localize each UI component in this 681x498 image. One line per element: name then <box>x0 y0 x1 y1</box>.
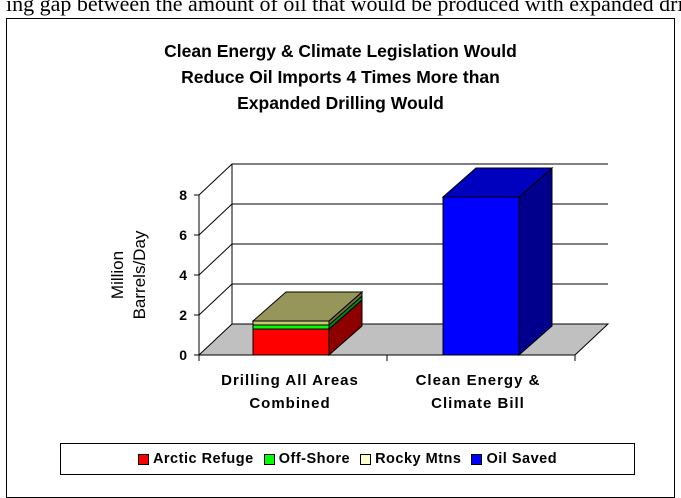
legend-item: Arctic Refuge <box>137 451 254 467</box>
x-category-label: Drilling All Areas <box>221 372 359 389</box>
bar-segment-side <box>518 166 553 357</box>
y-tick-label: 2 <box>179 307 187 323</box>
y-tick-label: 4 <box>179 267 187 283</box>
legend-swatch <box>137 453 149 465</box>
y-tick-label: 6 <box>179 227 187 243</box>
x-category-label: Clean Energy & <box>416 372 541 389</box>
chart-title-line: Reduce Oil Imports 4 Times More than <box>181 67 500 87</box>
legend-label: Arctic Refuge <box>152 451 254 467</box>
x-category-label: Climate Bill <box>431 395 525 412</box>
legend-item: Oil Saved <box>471 451 557 467</box>
gridline-side <box>198 283 233 316</box>
y-tick-label: 8 <box>179 187 187 203</box>
x-category-label: Combined <box>249 395 330 412</box>
y-axis-label-line: Million <box>108 251 127 299</box>
legend-item: Off-Shore <box>263 451 351 467</box>
bar-segment-front <box>442 196 520 356</box>
gridline-side <box>198 163 233 196</box>
legend-swatch <box>471 453 483 465</box>
gridline-side <box>198 243 233 276</box>
bar-segment-top <box>251 291 364 322</box>
bar-segment-front <box>252 324 330 330</box>
bar-segment-front <box>252 320 330 326</box>
bar-segment-top <box>441 167 554 198</box>
legend-swatch <box>263 453 275 465</box>
page-text-fragment: ing gap between the amount of oil that w… <box>6 0 681 16</box>
y-tick-label: 0 <box>179 347 187 363</box>
y-axis-label-line: Barrels/Day <box>130 230 149 319</box>
chart-frame <box>6 18 675 498</box>
legend-item: Rocky Mtns <box>360 451 461 467</box>
legend-label: Oil Saved <box>486 451 558 467</box>
chart-title-line: Expanded Drilling Would <box>237 93 444 113</box>
legend-label: Rocky Mtns <box>375 451 462 467</box>
chart-title: Clean Energy & Climate Legislation Would… <box>0 38 681 116</box>
legend-label: Off-Shore <box>278 451 351 467</box>
chart-title-line: Clean Energy & Climate Legislation Would <box>164 41 517 61</box>
bar-segment-front <box>252 328 330 356</box>
chart-legend: Arctic Refuge Off-Shore Rocky Mtns Oil Save… <box>60 443 635 475</box>
gridline-side <box>198 203 233 236</box>
legend-swatch <box>360 453 372 465</box>
